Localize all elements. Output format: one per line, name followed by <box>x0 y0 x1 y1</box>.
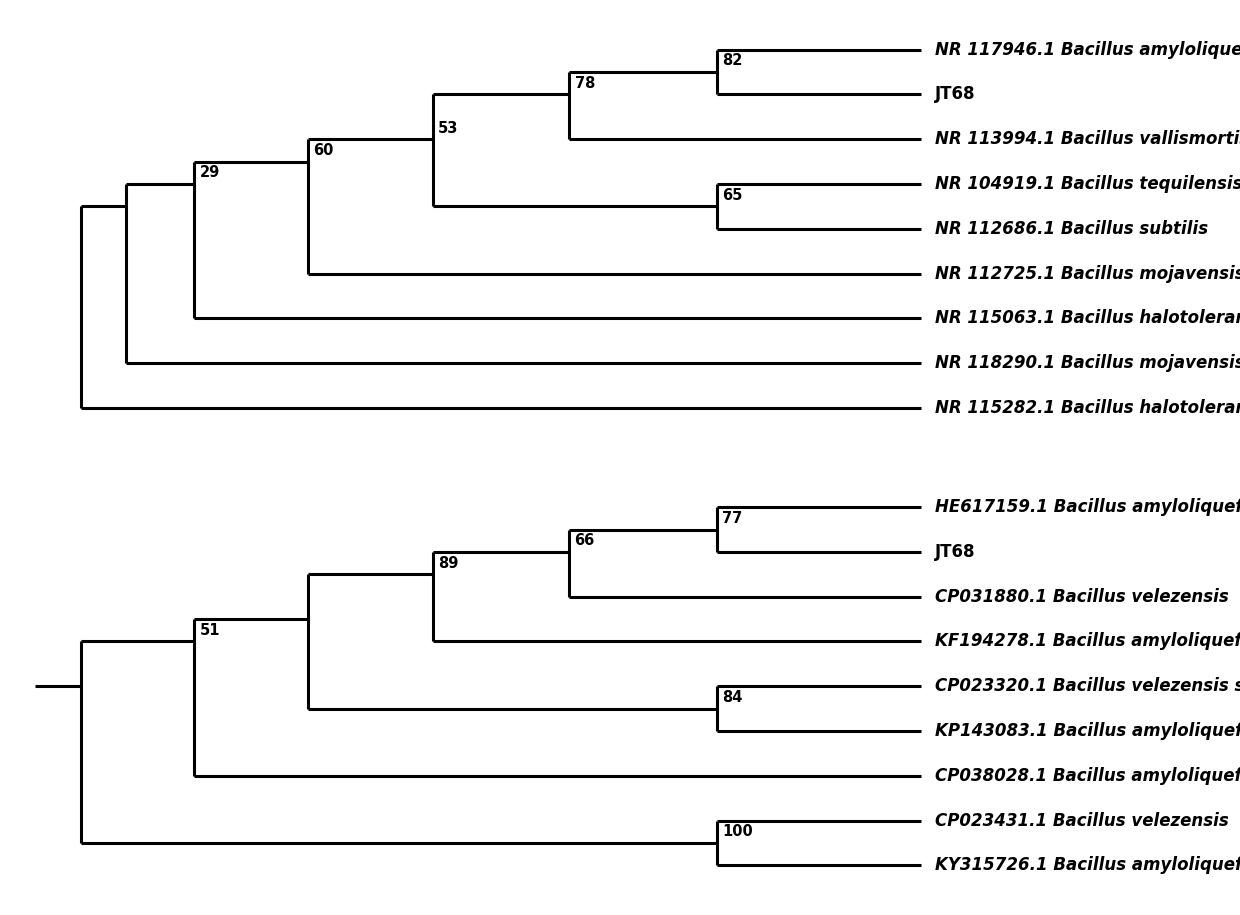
Text: CP023320.1 Bacillus velezensis strain: CP023320.1 Bacillus velezensis strain <box>935 677 1240 695</box>
Text: NR 112686.1 Bacillus subtilis: NR 112686.1 Bacillus subtilis <box>935 220 1208 238</box>
Text: NR 113994.1 Bacillus vallismortis: NR 113994.1 Bacillus vallismortis <box>935 130 1240 148</box>
Text: JT68: JT68 <box>935 543 975 561</box>
Text: NR 112725.1 Bacillus mojavensis: NR 112725.1 Bacillus mojavensis <box>935 264 1240 283</box>
Text: HE617159.1 Bacillus amyloliquefaciens: HE617159.1 Bacillus amyloliquefaciens <box>935 498 1240 516</box>
Text: NR 117946.1 Bacillus amyloliquefaciens: NR 117946.1 Bacillus amyloliquefaciens <box>935 40 1240 59</box>
Text: KP143083.1 Bacillus amyloliquefaciens: KP143083.1 Bacillus amyloliquefaciens <box>935 722 1240 740</box>
Text: 82: 82 <box>722 53 743 69</box>
Text: 29: 29 <box>200 166 219 180</box>
Text: 51: 51 <box>200 623 221 638</box>
Text: 53: 53 <box>438 121 459 135</box>
Text: 78: 78 <box>574 76 595 91</box>
Text: NR 115282.1 Bacillus halotolerans: NR 115282.1 Bacillus halotolerans <box>935 399 1240 417</box>
Text: CP038028.1 Bacillus amyloliquefaciens: CP038028.1 Bacillus amyloliquefaciens <box>935 767 1240 785</box>
Text: NR 115063.1 Bacillus halotolerans: NR 115063.1 Bacillus halotolerans <box>935 309 1240 328</box>
Text: NR 118290.1 Bacillus mojavensis: NR 118290.1 Bacillus mojavensis <box>935 354 1240 372</box>
Text: 84: 84 <box>722 690 743 705</box>
Text: KY315726.1 Bacillus amyloliquefaciens: KY315726.1 Bacillus amyloliquefaciens <box>935 856 1240 875</box>
Text: JT68: JT68 <box>935 85 975 103</box>
Text: 100: 100 <box>722 824 753 839</box>
Text: KF194278.1 Bacillus amyloliquefaciens: KF194278.1 Bacillus amyloliquefaciens <box>935 632 1240 651</box>
Text: 65: 65 <box>722 188 743 203</box>
Text: 77: 77 <box>722 511 743 526</box>
Text: CP031880.1 Bacillus velezensis: CP031880.1 Bacillus velezensis <box>935 587 1229 606</box>
Text: NR 104919.1 Bacillus tequilensis: NR 104919.1 Bacillus tequilensis <box>935 175 1240 193</box>
Text: 89: 89 <box>438 555 459 571</box>
Text: CP023431.1 Bacillus velezensis: CP023431.1 Bacillus velezensis <box>935 812 1229 830</box>
Text: 66: 66 <box>574 533 595 548</box>
Text: 60: 60 <box>314 143 334 158</box>
